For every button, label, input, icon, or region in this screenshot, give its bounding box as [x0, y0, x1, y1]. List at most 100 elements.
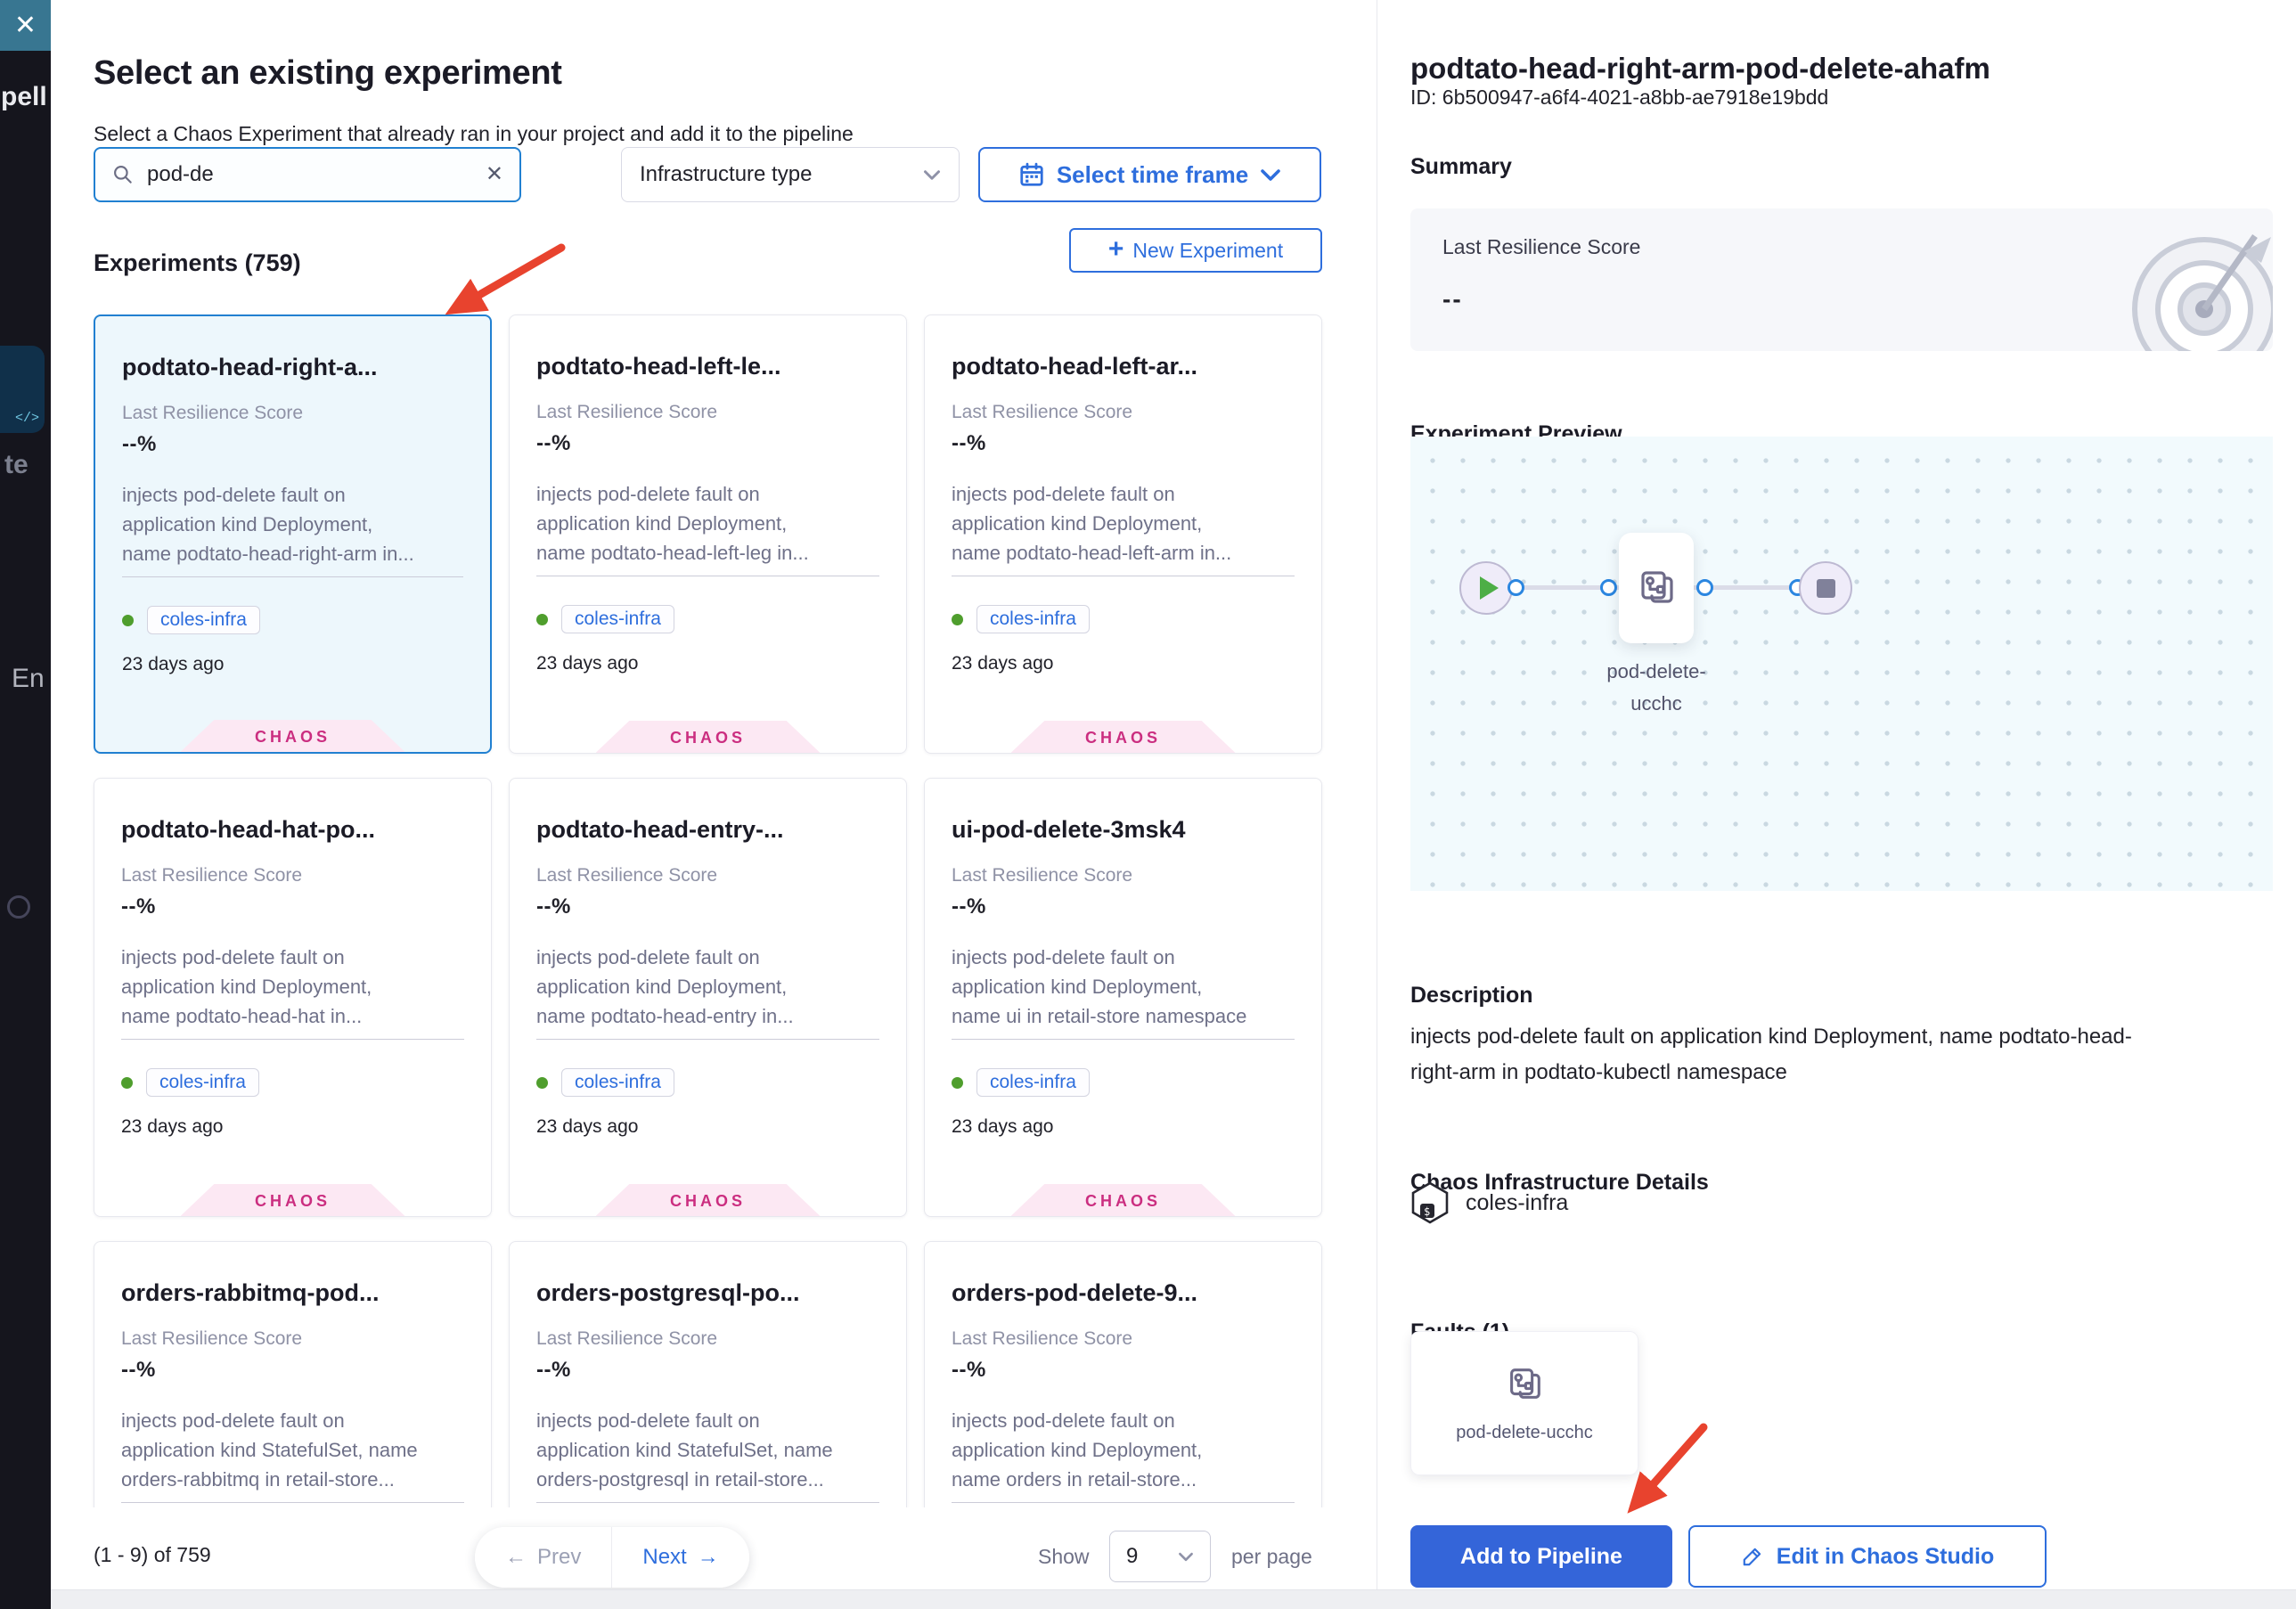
- resilience-score-label: Last Resilience Score: [122, 403, 304, 423]
- experiment-card-tag-row: coles-infra: [952, 1068, 1295, 1097]
- infra-tag[interactable]: coles-infra: [561, 605, 674, 633]
- edit-in-chaos-studio-button[interactable]: Edit in Chaos Studio: [1688, 1525, 2047, 1588]
- pipeline-start-node: [1459, 561, 1513, 615]
- last-resilience-score-label: Last Resilience Score: [1442, 235, 1641, 258]
- search-input[interactable]: [145, 161, 475, 188]
- clear-search-icon[interactable]: ✕: [485, 162, 503, 186]
- experiment-card-title: podtato-head-hat-po...: [121, 816, 375, 843]
- arrow-left-icon: ←: [505, 1545, 527, 1569]
- select-time-frame-button[interactable]: Select time frame: [978, 147, 1321, 202]
- new-experiment-button[interactable]: + New Experiment: [1069, 228, 1322, 273]
- infrastructure-type-label: Infrastructure type: [640, 162, 813, 186]
- experiment-card-date: 23 days ago: [952, 1116, 1054, 1137]
- resilience-score-label: Last Resilience Score: [952, 1328, 1133, 1349]
- resilience-score-label: Last Resilience Score: [121, 865, 303, 886]
- resilience-score-label: Last Resilience Score: [121, 1328, 303, 1349]
- bottom-band: [51, 1589, 2296, 1609]
- description-heading: Description: [1410, 983, 1533, 1008]
- infra-name: coles-infra: [1466, 1189, 1569, 1215]
- resilience-score-label: Last Resilience Score: [536, 1328, 718, 1349]
- chaos-ribbon: CHAOS: [595, 1184, 821, 1216]
- backdrop-text-fragment: te: [4, 450, 29, 479]
- experiment-card-tag-row: coles-infra: [122, 606, 463, 634]
- plus-icon: +: [1107, 233, 1124, 264]
- experiment-card-title: podtato-head-left-le...: [536, 353, 781, 380]
- backdrop-stage-chip: </>: [0, 346, 45, 433]
- infra-status-dot: [952, 613, 963, 625]
- experiment-card[interactable]: podtato-head-left-le... Last Resilience …: [509, 314, 907, 754]
- pipeline-connector: [1600, 579, 1617, 596]
- experiment-card-date: 23 days ago: [536, 1116, 639, 1137]
- resilience-score-label: Last Resilience Score: [952, 402, 1133, 422]
- pipeline-fault-node[interactable]: [1619, 533, 1694, 643]
- experiment-card-tag-row: coles-infra: [121, 1068, 464, 1097]
- code-icon: </>: [14, 411, 39, 426]
- experiment-card[interactable]: ui-pod-delete-3msk4 Last Resilience Scor…: [924, 778, 1322, 1217]
- target-illustration: [2120, 208, 2273, 351]
- summary-card: Last Resilience Score --: [1410, 208, 2273, 351]
- experiment-card-tag-row: coles-infra: [536, 605, 879, 633]
- experiment-card[interactable]: podtato-head-right-a... Last Resilience …: [94, 314, 492, 754]
- experiment-card-description: injects pod-delete fault on application …: [952, 943, 1295, 1040]
- page-size-select[interactable]: 9: [1109, 1531, 1211, 1582]
- fault-icon: [1635, 567, 1678, 609]
- add-to-pipeline-button[interactable]: Add to Pipeline: [1410, 1525, 1672, 1588]
- pager: ← Prev Next →: [475, 1527, 749, 1588]
- modal-close-button[interactable]: ✕: [0, 0, 51, 51]
- arrow-right-icon: →: [697, 1545, 719, 1569]
- infra-status-dot: [536, 613, 548, 625]
- backdrop-text-fragment: En: [12, 664, 45, 693]
- fault-icon: [1504, 1364, 1545, 1405]
- experiment-card-description: injects pod-delete fault on application …: [536, 479, 879, 576]
- fault-card[interactable]: pod-delete-ucchc: [1410, 1331, 1638, 1475]
- resilience-score-value: --%: [952, 894, 986, 919]
- experiment-card[interactable]: podtato-head-entry-... Last Resilience S…: [509, 778, 907, 1217]
- page-title: Select an existing experiment: [94, 54, 562, 93]
- backdrop-node-icon: [7, 895, 30, 919]
- stop-icon: [1816, 578, 1835, 598]
- search-icon: [111, 163, 135, 186]
- resilience-score-label: Last Resilience Score: [536, 865, 718, 886]
- experiment-card-title: orders-rabbitmq-pod...: [121, 1279, 380, 1306]
- infra-tag[interactable]: coles-infra: [146, 1068, 259, 1097]
- chaos-ribbon: CHAOS: [1010, 1184, 1236, 1216]
- backdrop-text-fragment: pell: [1, 82, 47, 111]
- resilience-score-value: --%: [536, 431, 571, 455]
- chevron-down-icon: [923, 169, 941, 181]
- resilience-score-value: --%: [121, 1358, 156, 1382]
- calendar-icon: [1018, 161, 1045, 188]
- experiment-card-tag-row: coles-infra: [952, 605, 1295, 633]
- next-button[interactable]: Next →: [612, 1527, 749, 1588]
- resilience-score-value: --%: [536, 894, 571, 919]
- infra-tag[interactable]: coles-infra: [147, 606, 260, 634]
- play-icon: [1479, 576, 1499, 600]
- chaos-ribbon: CHAOS: [595, 721, 821, 753]
- experiment-card-date: 23 days ago: [122, 654, 225, 674]
- infra-hexagon-icon: [1410, 1181, 1450, 1224]
- experiment-card-title: podtato-head-right-a...: [122, 354, 378, 380]
- experiment-card-date: 23 days ago: [952, 653, 1054, 674]
- description-text: injects pod-delete fault on application …: [1410, 1025, 2132, 1084]
- experiment-card[interactable]: podtato-head-hat-po... Last Resilience S…: [94, 778, 492, 1217]
- infra-tag[interactable]: coles-infra: [976, 605, 1090, 633]
- infra-tag[interactable]: coles-infra: [976, 1068, 1090, 1097]
- experiment-card-date: 23 days ago: [121, 1116, 224, 1137]
- resilience-score-value: --%: [952, 1358, 986, 1382]
- experiment-card-title: ui-pod-delete-3msk4: [952, 816, 1186, 843]
- pager-divider: [611, 1527, 613, 1588]
- time-frame-label: Select time frame: [1056, 160, 1249, 188]
- prev-label: Prev: [537, 1545, 582, 1569]
- experiment-card[interactable]: podtato-head-left-ar... Last Resilience …: [924, 314, 1322, 754]
- prev-button[interactable]: ← Prev: [475, 1527, 612, 1588]
- infrastructure-type-dropdown[interactable]: Infrastructure type: [621, 147, 960, 202]
- pipeline-node-label: pod-delete- ucchc: [1606, 660, 1706, 715]
- experiment-card-description: injects pod-delete fault on application …: [121, 1406, 464, 1503]
- chaos-ribbon: CHAOS: [1010, 721, 1236, 753]
- page-size-value: 9: [1126, 1544, 1139, 1568]
- infra-tag[interactable]: coles-infra: [561, 1068, 674, 1097]
- experiment-card-description: injects pod-delete fault on application …: [952, 479, 1295, 576]
- search-box[interactable]: ✕: [94, 147, 521, 202]
- experiment-card-tag-row: coles-infra: [536, 1068, 879, 1097]
- experiment-card-title: orders-postgresql-po...: [536, 1279, 800, 1306]
